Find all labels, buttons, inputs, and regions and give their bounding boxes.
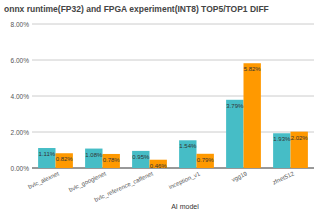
x-tick-label: bvlc_googlenet bbox=[68, 170, 107, 193]
data-label: 0.79% bbox=[197, 157, 215, 163]
grid-line bbox=[32, 132, 314, 133]
data-labels: 1.11% 1.08% 0.95% 1.54% 3.79% 1.93% 0.82% 0.78%… bbox=[39, 66, 309, 168]
grid-line bbox=[32, 60, 314, 61]
grid-line bbox=[32, 24, 314, 25]
x-tick-label: bvlc_alexnet bbox=[27, 170, 60, 190]
y-tick-label: 2.00% bbox=[11, 129, 30, 136]
data-label: 0.82% bbox=[56, 156, 74, 162]
grid-line bbox=[32, 168, 314, 169]
data-label: 2.02% bbox=[291, 135, 309, 141]
data-label: 3.79% bbox=[226, 103, 244, 109]
bar bbox=[179, 140, 196, 168]
bar bbox=[38, 148, 55, 168]
bar bbox=[244, 63, 261, 168]
data-label: 5.82% bbox=[244, 66, 262, 72]
bar bbox=[197, 154, 214, 168]
bar bbox=[273, 133, 290, 168]
title: onnx runtime(FP32) and FPGA experiment(I… bbox=[4, 4, 269, 14]
x-tick-label: vgg19 bbox=[231, 170, 249, 183]
data-label: 1.11% bbox=[39, 151, 56, 157]
y-tick-label: 0.00% bbox=[11, 165, 30, 172]
data-label: 0.95% bbox=[132, 154, 150, 160]
chart: onnx runtime(FP32) and FPGA experiment(I… bbox=[0, 0, 320, 214]
data-label: 1.93% bbox=[273, 136, 291, 142]
x-tick-label: inception_v1 bbox=[168, 170, 202, 190]
bar bbox=[132, 151, 149, 168]
data-label: 1.08% bbox=[85, 152, 103, 158]
grid-line bbox=[32, 96, 314, 97]
bar bbox=[103, 154, 120, 168]
x-axis-title: AI model bbox=[171, 203, 199, 210]
data-label: 1.54% bbox=[179, 143, 197, 149]
bar bbox=[56, 153, 73, 168]
data-label: 0.46% bbox=[150, 163, 168, 169]
bar bbox=[291, 132, 308, 168]
bar bbox=[85, 149, 102, 168]
data-label: 0.78% bbox=[103, 157, 121, 163]
background bbox=[0, 0, 320, 214]
bar bbox=[226, 100, 243, 168]
bars bbox=[38, 63, 308, 168]
y-tick-label: 8.00% bbox=[11, 21, 30, 28]
x-tick-label: zfnet512 bbox=[272, 170, 296, 185]
bar bbox=[150, 160, 167, 168]
x-tick-label: bvlc_reference_caffenet bbox=[93, 170, 154, 203]
y-tick-label: 6.00% bbox=[11, 57, 30, 64]
y-tick-label: 4.00% bbox=[11, 93, 30, 100]
